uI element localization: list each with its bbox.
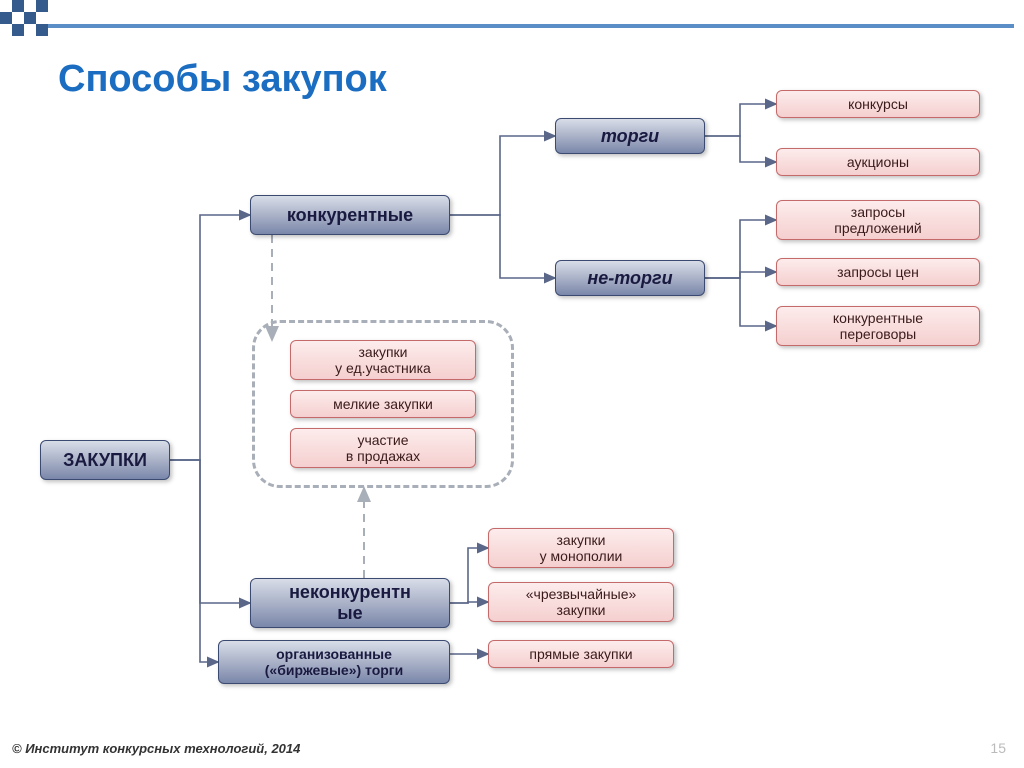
node-p_kp: конкурентныепереговоры (776, 306, 980, 346)
node-p_konk: конкурсы (776, 90, 980, 118)
node-p_auk: аукционы (776, 148, 980, 176)
node-p_zp: запросыпредложений (776, 200, 980, 240)
node-p_emerg: «чрезвычайные»закупки (488, 582, 674, 622)
page-number: 15 (990, 740, 1006, 756)
node-p_zc: запросы цен (776, 258, 980, 286)
node-n_root: ЗАКУПКИ (40, 440, 170, 480)
node-n_torgi: торги (555, 118, 705, 154)
node-p_mono: закупкиу монополии (488, 528, 674, 568)
node-p_small: мелкие закупки (290, 390, 476, 418)
diagram-canvas: ЗАКУПКИ конкурентные неконкурентные организ… (0, 0, 1024, 768)
node-p_single: закупкиу ед.участника (290, 340, 476, 380)
footer-copyright: © Институт конкурсных технологий, 2014 (12, 741, 300, 756)
node-n_netorgi: не-торги (555, 260, 705, 296)
node-n_exchange: организованные(«биржевые») торги (218, 640, 450, 684)
node-p_sales: участиев продажах (290, 428, 476, 468)
node-n_comp: конкурентные (250, 195, 450, 235)
node-p_direct: прямые закупки (488, 640, 674, 668)
node-n_noncomp: неконкурентные (250, 578, 450, 628)
